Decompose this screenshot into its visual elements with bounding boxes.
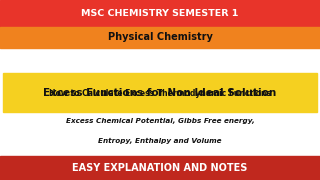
Text: How to Calculate Excess Thermodynamic Functions: How to Calculate Excess Thermodynamic Fu… [49,89,271,98]
Text: MSC CHEMISTRY SEMESTER 1: MSC CHEMISTRY SEMESTER 1 [81,9,239,18]
Bar [3,73,317,112]
Text: Excess Chemical Potential, Gibbs Free energy,: Excess Chemical Potential, Gibbs Free en… [66,118,254,124]
Text: Excess Functions for Non Ideal Solution: Excess Functions for Non Ideal Solution [44,88,276,98]
Text: Entropy, Enthalpy and Volume: Entropy, Enthalpy and Volume [98,138,222,144]
Text: EASY EXPLANATION AND NOTES: EASY EXPLANATION AND NOTES [72,163,248,173]
Text: Physical Chemistry: Physical Chemistry [108,32,212,42]
Bar [0,156,320,180]
Bar [0,0,320,27]
Bar [0,27,320,48]
